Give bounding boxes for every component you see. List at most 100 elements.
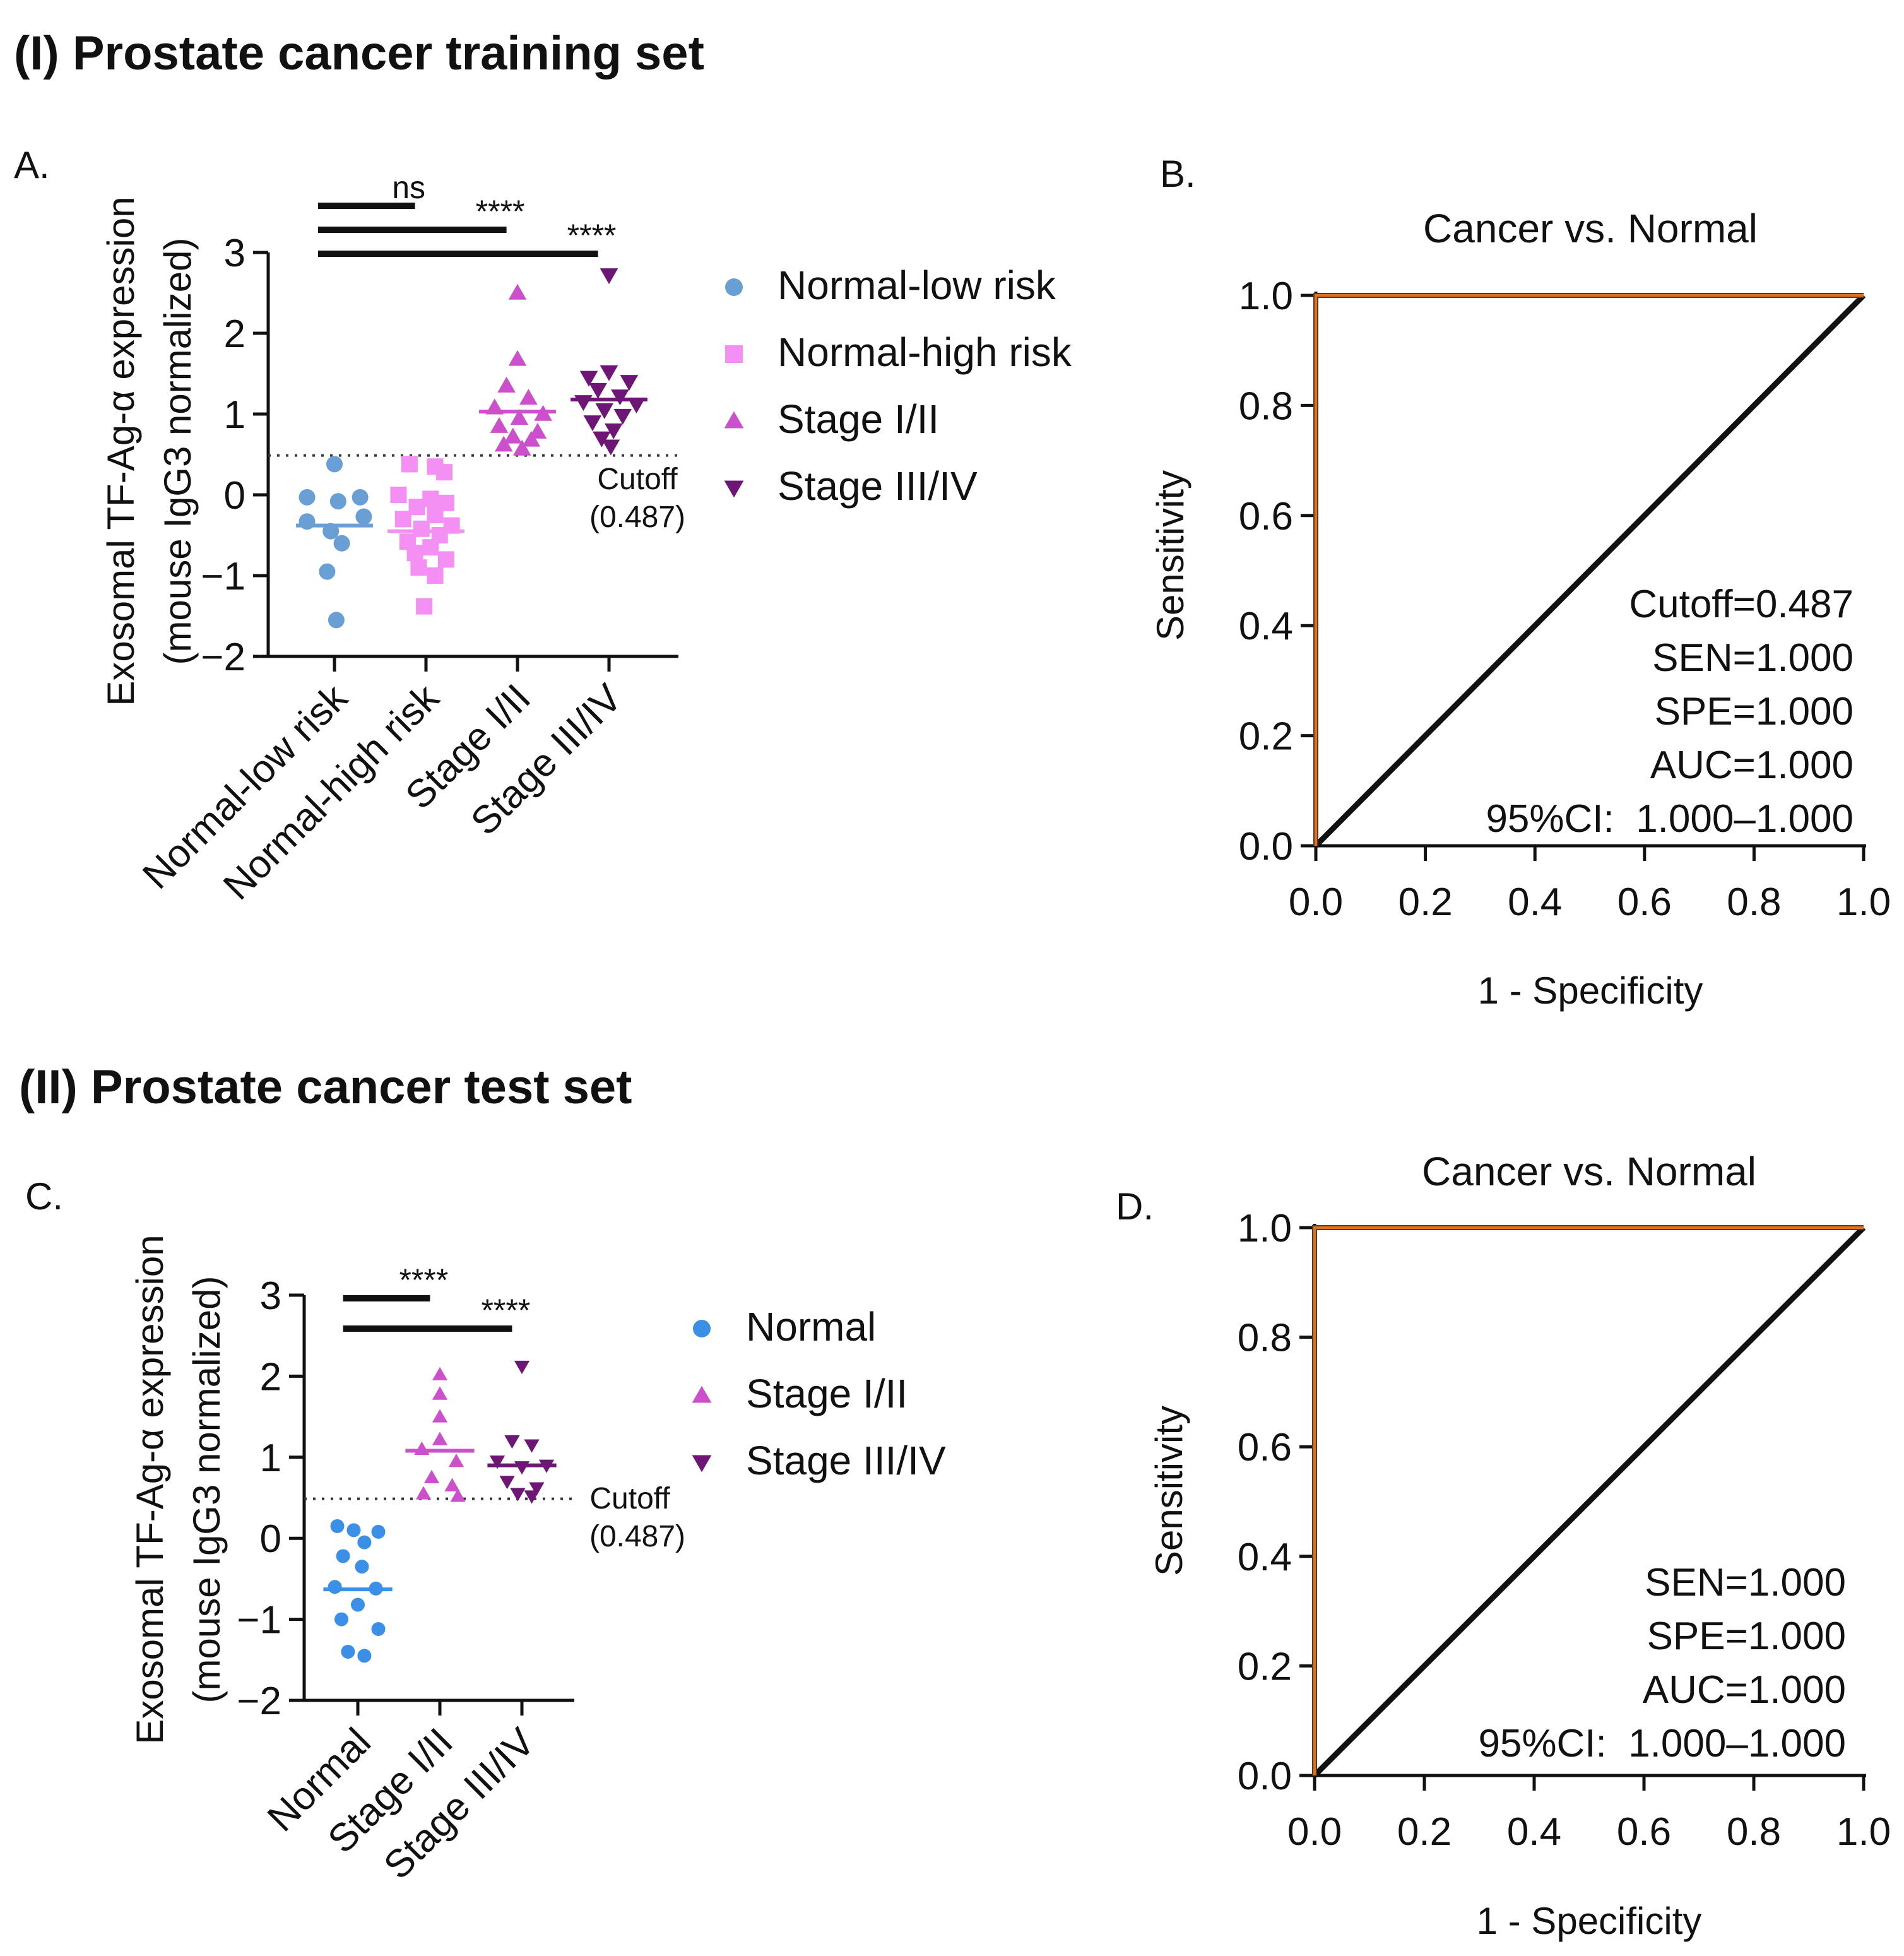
panel-a-legend: Normal-low risk Normal-high risk Stage I… [724, 263, 1072, 509]
legend-label-normal: Normal [746, 1304, 876, 1349]
data-point [448, 1454, 464, 1467]
panel-letter-d: D. [1116, 1185, 1154, 1228]
reference-diagonal-line [1313, 293, 1866, 848]
x-tick-label: 0.8 [1727, 880, 1781, 924]
y-tick-label: 0.4 [1238, 1536, 1292, 1579]
panel-a-scatter-plot: Exosomal TF-Ag-α expression (mouse IgG3 … [100, 170, 685, 908]
panel-b-roc-curve: Cancer vs. Normal 1 - Specificity Sensit… [1149, 206, 1891, 1012]
x-tick-label: 0.0 [1289, 880, 1343, 924]
y-tick-label: −2 [237, 1680, 281, 1723]
data-point [436, 464, 452, 481]
data-point [524, 1439, 540, 1453]
y-tick-label: 1 [260, 1437, 281, 1480]
data-point [490, 417, 509, 433]
significance-label: **** [481, 1293, 530, 1328]
data-point [508, 350, 527, 366]
data-point [510, 409, 529, 425]
panel-d-title: Cancer vs. Normal [1422, 1149, 1756, 1194]
legend-marker [725, 345, 743, 363]
data-point [450, 1488, 466, 1502]
data-point [574, 395, 593, 412]
y-tick-label: −1 [201, 555, 245, 598]
panel-letter-a: A. [14, 144, 50, 186]
data-point [514, 1360, 530, 1375]
x-tick-label: 0.6 [1617, 880, 1672, 924]
x-tick-label: 0.2 [1397, 1810, 1452, 1854]
panel-b-x-axis-title: 1 - Specificity [1478, 969, 1703, 1012]
legend-marker [724, 411, 744, 429]
panel-d-x-axis-title: 1 - Specificity [1477, 1900, 1702, 1942]
section-title-training: (I) Prostate cancer training set [14, 27, 704, 80]
data-point [432, 1409, 448, 1423]
data-point [330, 1519, 345, 1533]
data-point [611, 389, 629, 406]
data-point [579, 370, 598, 387]
data-point [415, 1486, 432, 1500]
data-point [408, 499, 425, 516]
data-point [593, 431, 611, 448]
section-title-test: (II) Prostate cancer test set [19, 1060, 632, 1114]
data-point [601, 439, 620, 456]
panel-c-cutoff-value: (0.487) [589, 1520, 685, 1553]
significance-label: **** [399, 1262, 448, 1298]
legend-label-stage-1-2: Stage I/II [778, 396, 939, 442]
significance-label: **** [567, 218, 617, 253]
data-point [423, 1469, 440, 1483]
legend-label-test-stage-1-2: Stage I/II [746, 1371, 908, 1416]
y-tick-label: 0.8 [1239, 384, 1293, 428]
data-point [604, 423, 623, 439]
data-point [357, 1649, 372, 1663]
panel-a-cutoff-value: (0.487) [589, 501, 685, 534]
data-point [414, 1441, 430, 1455]
roc-curve-line [1313, 1226, 1864, 1775]
data-point [346, 1523, 361, 1538]
data-point [627, 397, 646, 413]
data-point [410, 559, 427, 576]
data-point [510, 1488, 526, 1502]
data-point [328, 1580, 342, 1594]
data-point [329, 493, 346, 510]
panel-d-stat-spe: SPE=1.000 [1647, 1615, 1846, 1658]
y-tick-label: 0.6 [1238, 1426, 1292, 1469]
legend-marker [692, 1385, 712, 1403]
data-point [529, 1482, 545, 1496]
y-tick-label: 0.0 [1238, 1755, 1292, 1798]
data-point [371, 1524, 386, 1539]
y-tick-label: 1 [224, 393, 245, 437]
y-tick-label: 0 [260, 1517, 281, 1561]
panel-b-stat-spe: SPE=1.000 [1655, 690, 1854, 733]
panel-letter-c: C. [25, 1175, 63, 1218]
data-point [357, 1535, 372, 1550]
y-tick-label: 0.2 [1239, 715, 1293, 759]
data-point [401, 456, 418, 473]
data-point [341, 1644, 355, 1659]
data-point [583, 415, 602, 432]
panel-c-legend: Normal Stage I/II Stage III/IV [692, 1304, 946, 1483]
data-point [416, 598, 433, 615]
panel-a-y-axis-title-line1: Exosomal TF-Ag-α expression [100, 196, 142, 706]
data-point [589, 382, 607, 399]
y-tick-label: 0.6 [1239, 495, 1293, 538]
data-point [437, 551, 454, 568]
data-point [497, 376, 516, 393]
y-tick-label: 0 [224, 474, 245, 518]
panel-d-stat-auc: AUC=1.000 [1643, 1668, 1846, 1712]
data-point [494, 436, 513, 452]
x-tick-label: 0.6 [1617, 1810, 1671, 1854]
data-point [595, 403, 614, 419]
panel-c-scatter-plot: Exosomal TF-Ag-α expression (mouse IgG3 … [129, 1235, 685, 1887]
panel-d-stat-sen: SEN=1.000 [1645, 1561, 1846, 1604]
y-tick-label: 0.4 [1239, 605, 1293, 648]
data-point [522, 430, 541, 447]
data-point [394, 511, 411, 528]
panel-b-stat-auc: AUC=1.000 [1650, 744, 1854, 787]
y-tick-label: 2 [260, 1355, 281, 1399]
data-point [406, 545, 423, 562]
y-tick-label: 1.0 [1238, 1207, 1292, 1250]
data-point [444, 1478, 460, 1491]
panel-letter-b: B. [1160, 153, 1196, 195]
data-point [319, 563, 336, 580]
data-point [600, 365, 618, 381]
x-tick-label: 0.0 [1287, 1810, 1342, 1854]
data-point [514, 1461, 530, 1475]
